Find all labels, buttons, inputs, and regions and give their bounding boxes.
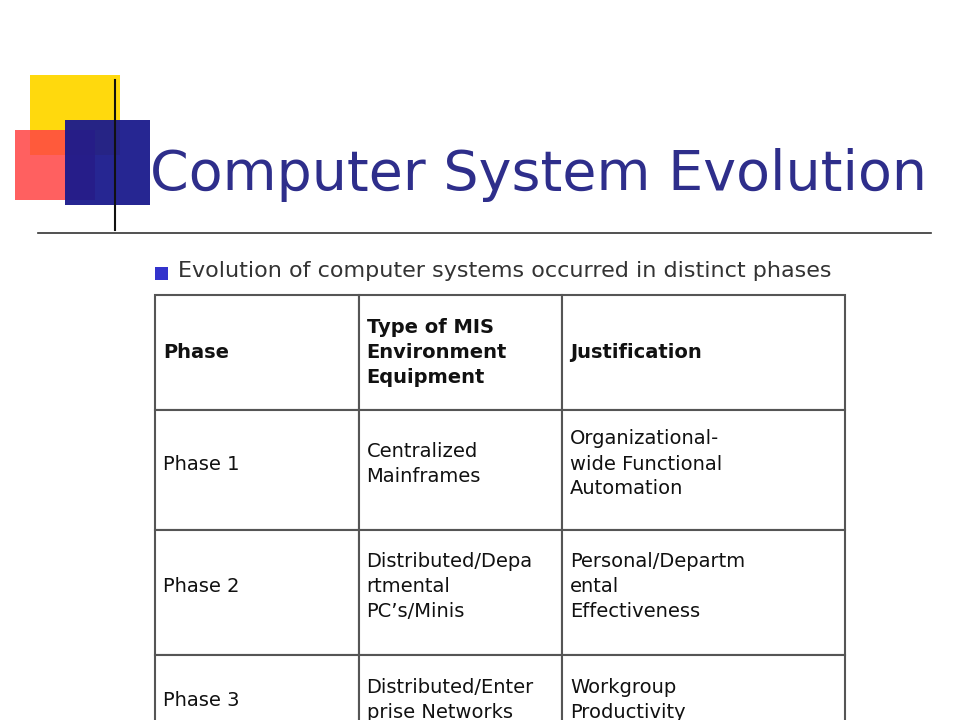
Text: Evolution of computer systems occurred in distinct phases: Evolution of computer systems occurred i… xyxy=(178,261,831,281)
Text: Workgroup
Productivity: Workgroup Productivity xyxy=(570,678,685,720)
Text: Distributed/Depa
rtmental
PC’s/Minis: Distributed/Depa rtmental PC’s/Minis xyxy=(367,552,533,621)
Text: Phase 2: Phase 2 xyxy=(163,577,239,595)
Text: Type of MIS
Environment
Equipment: Type of MIS Environment Equipment xyxy=(367,318,507,387)
Text: Justification: Justification xyxy=(570,343,702,362)
Text: Personal/Departm
ental
Effectiveness: Personal/Departm ental Effectiveness xyxy=(570,552,745,621)
Text: Centralized
Mainframes: Centralized Mainframes xyxy=(367,442,481,486)
Text: Phase 3: Phase 3 xyxy=(163,690,239,709)
Text: Computer System Evolution: Computer System Evolution xyxy=(150,148,927,202)
Text: Organizational-
wide Functional
Automation: Organizational- wide Functional Automati… xyxy=(570,430,722,498)
Text: Phase 1: Phase 1 xyxy=(163,454,239,474)
Text: Distributed/Enter
prise Networks: Distributed/Enter prise Networks xyxy=(367,678,534,720)
Text: Phase: Phase xyxy=(163,343,229,362)
